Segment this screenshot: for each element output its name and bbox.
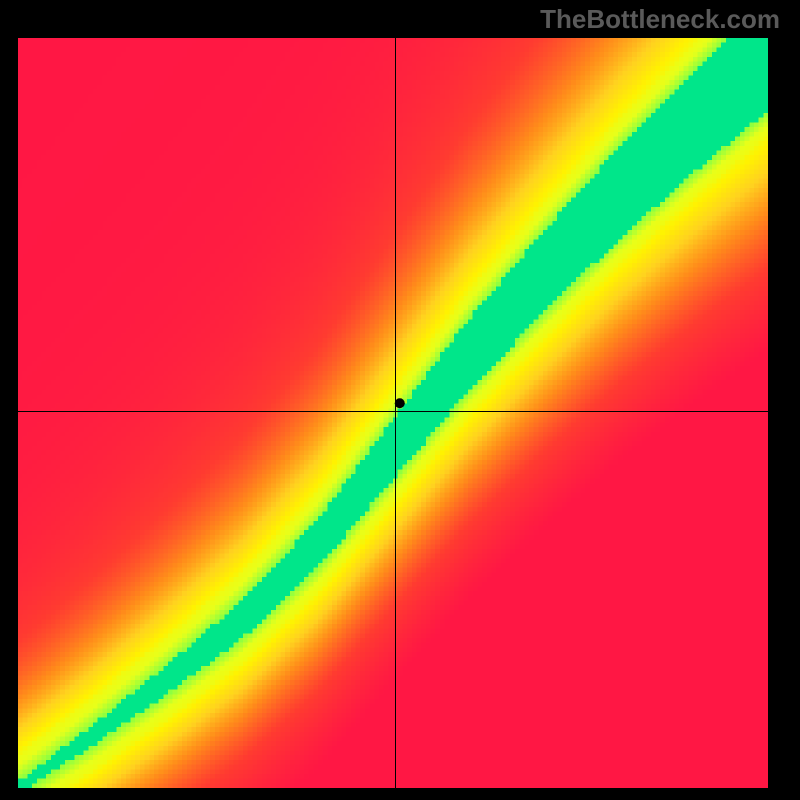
overlay-canvas [18, 38, 768, 788]
plot-area [18, 38, 768, 788]
chart-container: TheBottleneck.com [0, 0, 800, 800]
watermark-text: TheBottleneck.com [540, 4, 780, 35]
